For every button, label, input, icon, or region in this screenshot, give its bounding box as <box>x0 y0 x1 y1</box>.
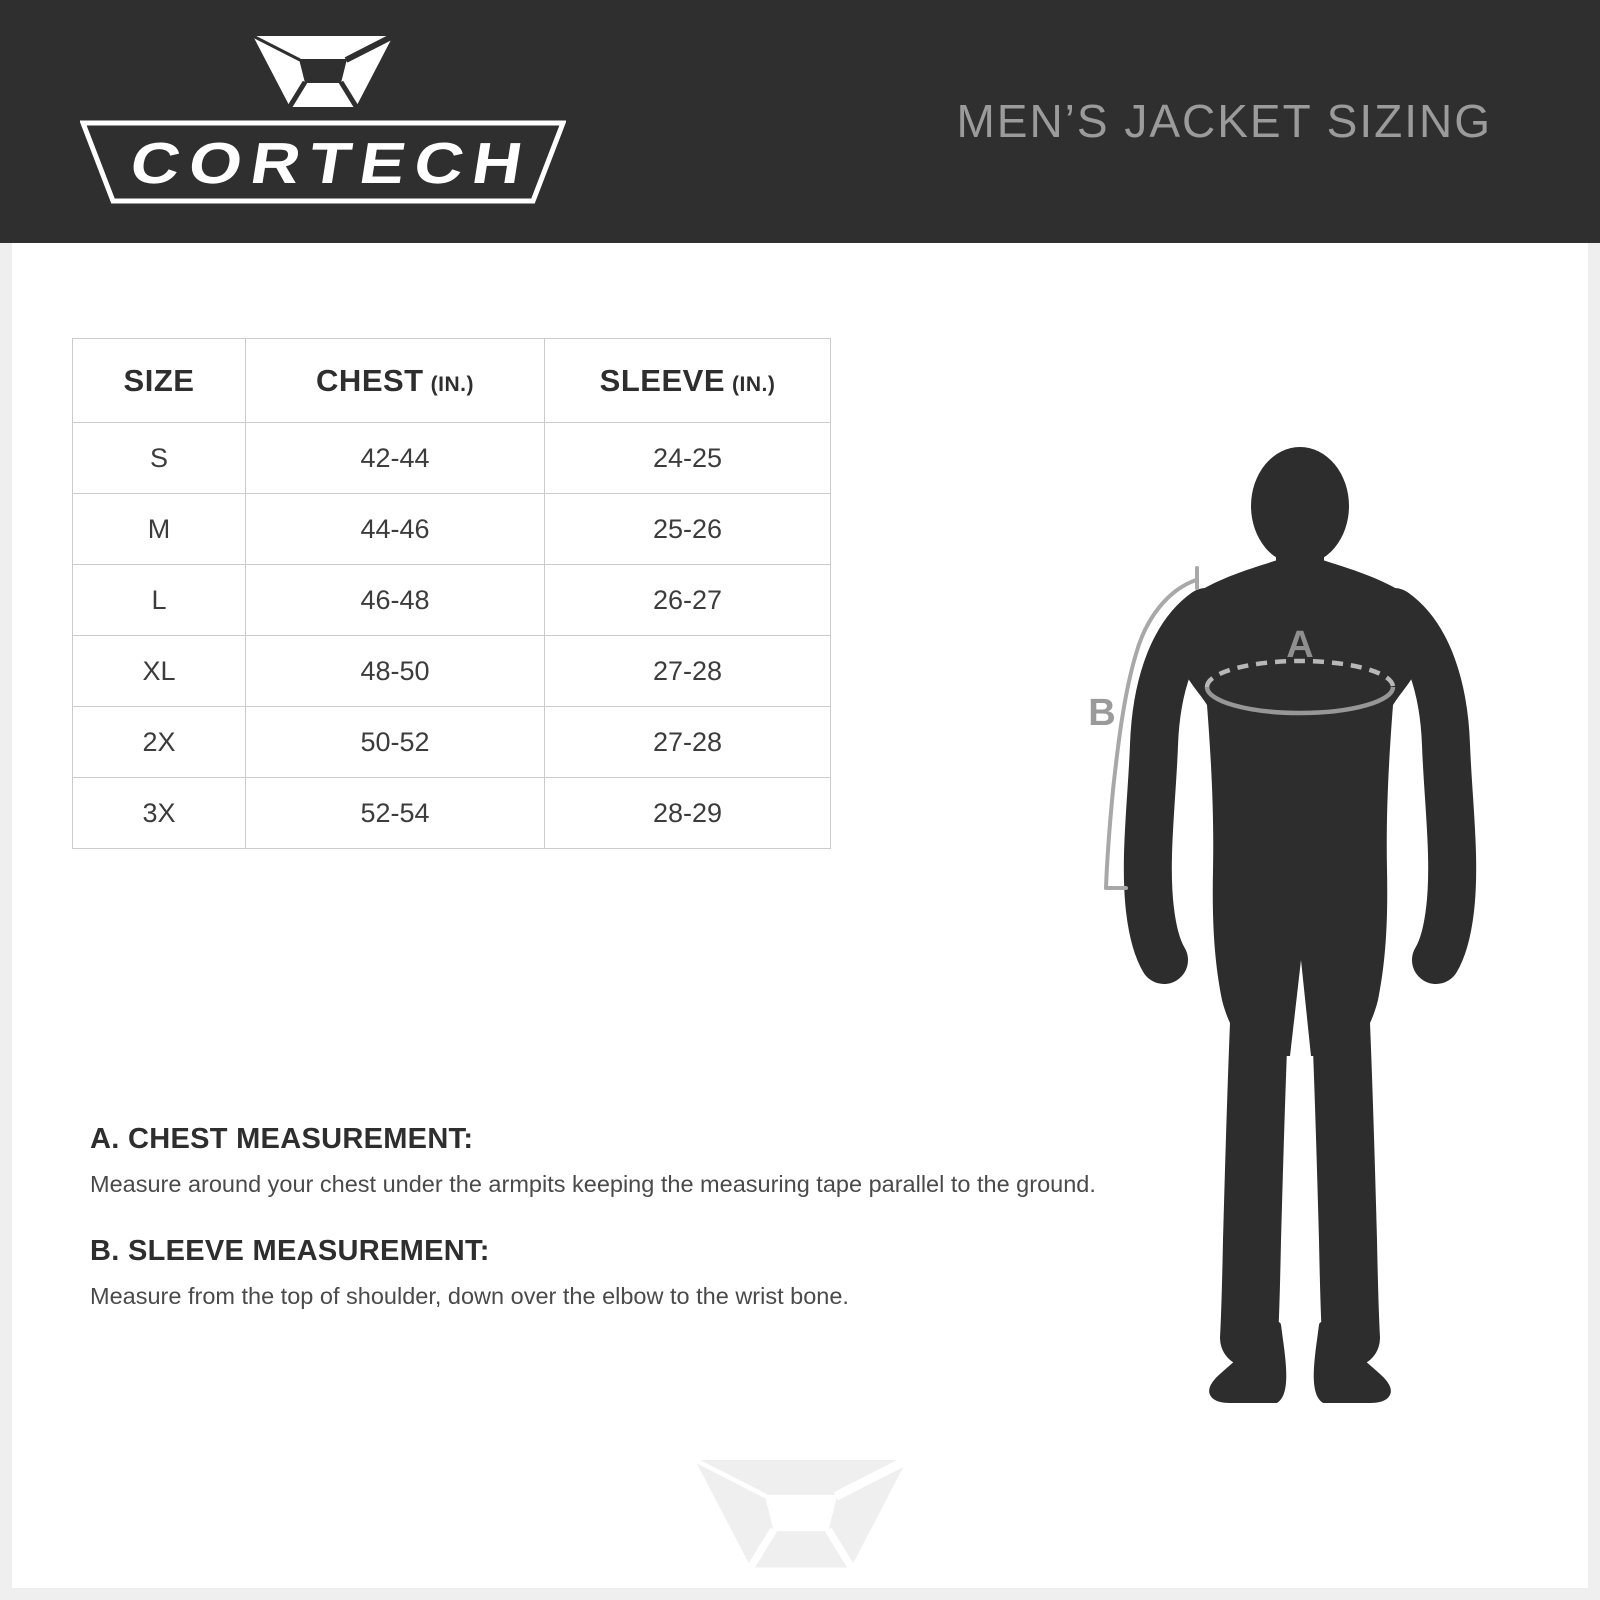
cortech-wordmark: CORTECH <box>80 120 566 204</box>
size-cell: L <box>72 564 246 636</box>
sleeve-instruction-block: B. SLEEVE MEASUREMENT: Measure from the … <box>90 1235 849 1310</box>
chest-instruction-body: Measure around your chest under the armp… <box>90 1171 1096 1197</box>
sleeve-instruction-body: Measure from the top of shoulder, down o… <box>90 1283 849 1309</box>
table-header-row: SIZE CHEST (IN.) SLEEVE (IN.) <box>72 338 831 423</box>
size-cell: XL <box>72 635 246 707</box>
header-bar: CORTECH MEN’S JACKET SIZING <box>0 0 1600 243</box>
chest-cell: 46-48 <box>245 564 545 636</box>
chest-cell: 44-46 <box>245 493 545 565</box>
column-header-size: SIZE <box>72 338 246 423</box>
table-row: 2X 50-52 27-28 <box>72 706 831 778</box>
chest-header-unit: (IN.) <box>430 372 474 396</box>
size-cell: S <box>72 422 246 494</box>
size-table: SIZE CHEST (IN.) SLEEVE (IN.) S 42-44 24-2… <box>72 338 831 849</box>
sleeve-cell: 26-27 <box>544 564 831 636</box>
table-row: XL 48-50 27-28 <box>72 635 831 707</box>
table-row: S 42-44 24-25 <box>72 422 831 494</box>
sleeve-cell: 24-25 <box>544 422 831 494</box>
column-header-sleeve: SLEEVE (IN.) <box>544 338 831 423</box>
sleeve-cell: 25-26 <box>544 493 831 565</box>
cortech-wordmark-text: CORTECH <box>126 131 536 196</box>
chest-instruction-heading: A. CHEST MEASUREMENT: <box>90 1123 474 1155</box>
table-row: L 46-48 26-27 <box>72 564 831 636</box>
chest-measure-line: A <box>1204 624 1396 716</box>
chest-marker-label: A <box>1286 624 1313 666</box>
watermark-shield-icon <box>695 1460 907 1569</box>
chest-header-label: CHEST <box>316 362 424 398</box>
size-cell: 2X <box>72 706 246 778</box>
content-panel: SIZE CHEST (IN.) SLEEVE (IN.) S 42-44 24-2… <box>12 243 1588 1588</box>
column-header-chest: CHEST (IN.) <box>245 338 545 423</box>
chest-cell: 42-44 <box>245 422 545 494</box>
size-cell: M <box>72 493 246 565</box>
size-header-label: SIZE <box>123 362 195 398</box>
size-cell: 3X <box>72 777 246 849</box>
sleeve-cell: 28-29 <box>544 777 831 849</box>
chest-cell: 48-50 <box>245 635 545 707</box>
page-title: MEN’S JACKET SIZING <box>956 95 1492 147</box>
sleeve-cell: 27-28 <box>544 706 831 778</box>
body-silhouette: A B <box>1088 447 1477 1403</box>
cortech-logo: CORTECH <box>80 36 566 204</box>
table-row: M 44-46 25-26 <box>72 493 831 565</box>
sleeve-measure-line <box>1104 566 1199 890</box>
cortech-shield-icon <box>253 36 393 108</box>
sleeve-header-unit: (IN.) <box>732 372 776 396</box>
sleeve-header-label: SLEEVE <box>599 362 725 398</box>
chest-cell: 52-54 <box>245 777 545 849</box>
chest-cell: 50-52 <box>245 706 545 778</box>
sleeve-marker-label: B <box>1088 692 1115 734</box>
chest-instruction-block: A. CHEST MEASUREMENT: Measure around you… <box>90 1123 1096 1198</box>
sleeve-instruction-heading: B. SLEEVE MEASUREMENT: <box>90 1235 490 1267</box>
table-row: 3X 52-54 28-29 <box>72 777 831 849</box>
sleeve-cell: 27-28 <box>544 635 831 707</box>
